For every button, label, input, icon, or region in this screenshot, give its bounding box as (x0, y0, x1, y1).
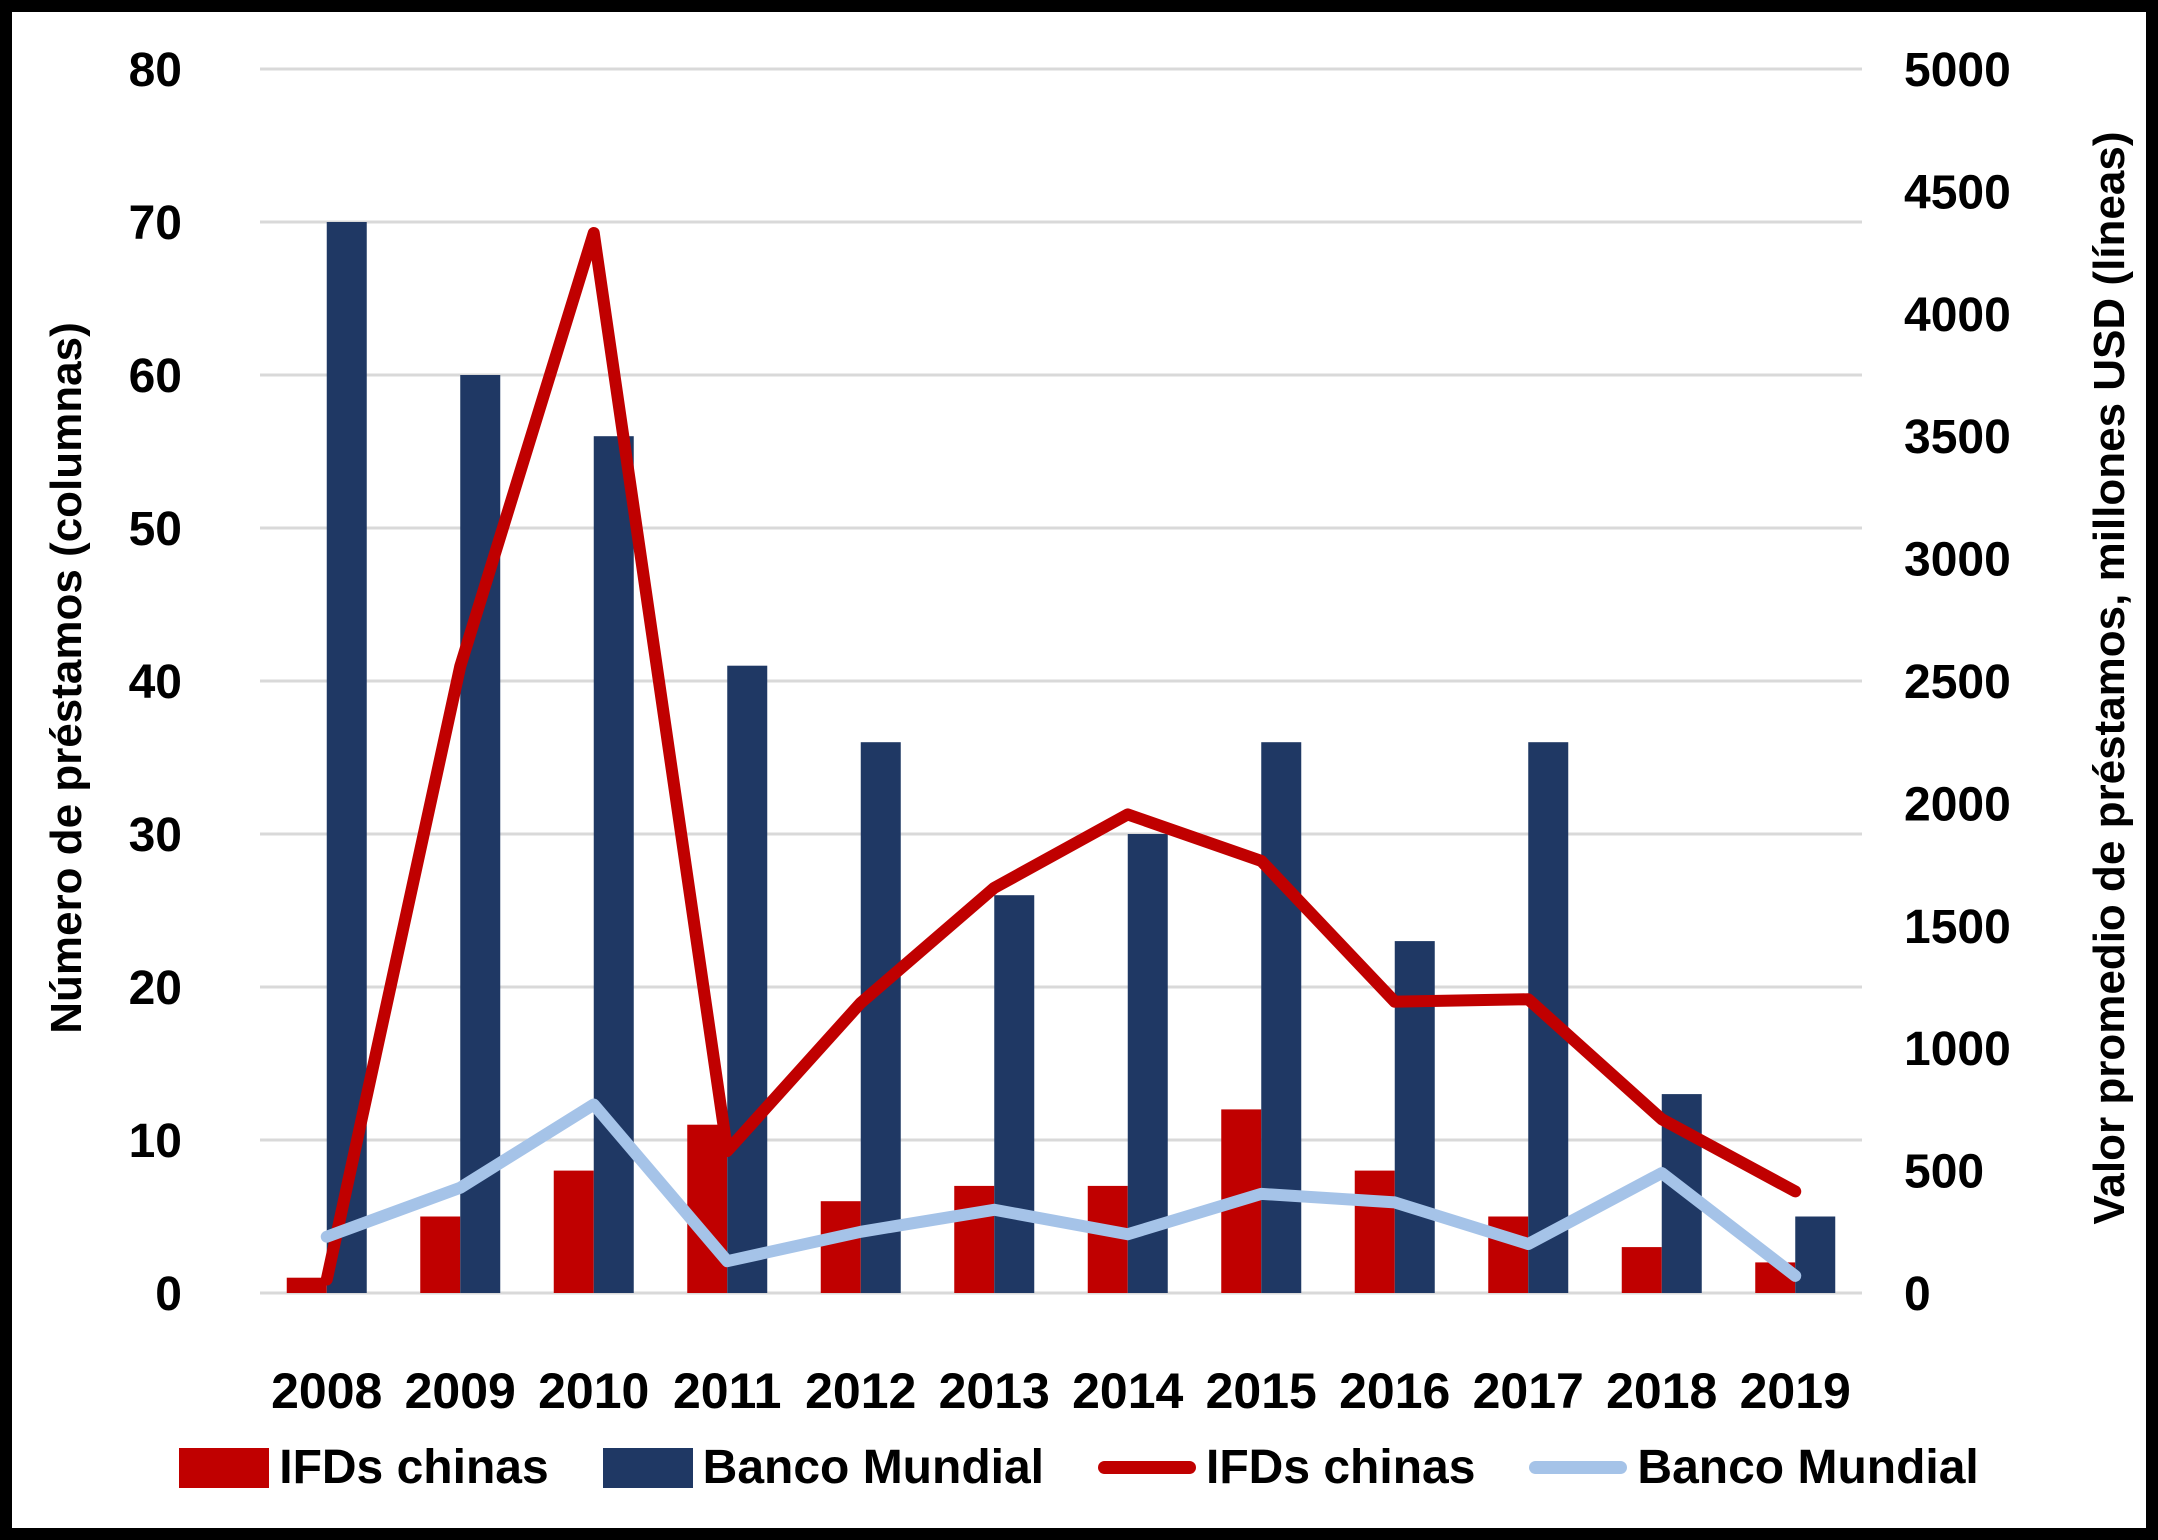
bar-ifds-chinas-2012 (820, 1201, 861, 1293)
line-banco-mundial (320, 1098, 1802, 1282)
legend-item-bar-banco-mundial: Banco Mundial (602, 1440, 1044, 1495)
combo-chart: 0 10 20 30 40 50 60 70 80 0 500 1000 1500 2000 2500 300… (129, 44, 2011, 1419)
bar-banco-mundial-2012 (860, 742, 901, 1293)
x-label-2019: 2019 (1740, 1363, 1851, 1419)
bar-banco-mundial-2019 (1795, 1216, 1836, 1293)
bar-ifds-chinas-2016 (1354, 1170, 1395, 1293)
bar-ifds-chinas-2018 (1621, 1247, 1662, 1293)
legend-swatch-line-banco-mundial (1529, 1461, 1628, 1474)
chart-legend: IFDs chinas Banco Mundial IFDs chinas Ba… (12, 1440, 2146, 1495)
x-label-2018: 2018 (1606, 1363, 1717, 1419)
x-label-2011: 2011 (673, 1363, 781, 1419)
left-tick-20: 20 (129, 962, 182, 1015)
x-label-2009: 2009 (405, 1363, 516, 1419)
x-label-2008: 2008 (271, 1363, 382, 1419)
left-tick-30: 30 (129, 809, 182, 862)
legend-item-bar-ifds-chinas: IFDs chinas (179, 1440, 549, 1495)
legend-label: Banco Mundial (702, 1441, 1044, 1494)
x-label-2016: 2016 (1339, 1363, 1450, 1419)
right-tick-3500: 3500 (1904, 411, 2011, 464)
left-tick-0: 0 (155, 1268, 182, 1321)
bar-banco-mundial-2014 (1127, 834, 1168, 1293)
right-tick-1000: 1000 (1904, 1023, 2011, 1076)
left-tick-80: 80 (129, 44, 182, 97)
legend-swatch-bar-ifds-chinas (179, 1447, 270, 1488)
legend-swatch-bar-banco-mundial (602, 1447, 693, 1488)
left-tick-60: 60 (129, 350, 182, 403)
legend-item-line-banco-mundial: Banco Mundial (1529, 1440, 1979, 1495)
legend-label: IFDs chinas (1206, 1441, 1476, 1494)
bar-banco-mundial-2011 (727, 665, 768, 1293)
legend-swatch-line-ifds-chinas (1098, 1461, 1196, 1474)
bar-ifds-chinas-2009 (420, 1216, 461, 1293)
left-tick-50: 50 (129, 503, 182, 556)
right-tick-2000: 2000 (1904, 778, 2011, 831)
legend-item-line-ifds-chinas: IFDs chinas (1098, 1440, 1475, 1495)
right-tick-4000: 4000 (1904, 289, 2011, 342)
right-tick-4500: 4500 (1904, 166, 2011, 219)
right-tick-2500: 2500 (1904, 656, 2011, 709)
bar-ifds-chinas-2008 (286, 1277, 327, 1293)
bar-ifds-chinas-2014 (1087, 1185, 1128, 1293)
x-label-2010: 2010 (538, 1363, 649, 1419)
right-tick-500: 500 (1904, 1146, 1984, 1199)
right-tick-1500: 1500 (1904, 901, 2011, 954)
bar-banco-mundial-2015 (1261, 742, 1302, 1293)
right-tick-5000: 5000 (1904, 44, 2011, 97)
legend-label: IFDs chinas (279, 1441, 549, 1494)
bar-ifds-chinas-2013 (954, 1185, 995, 1293)
bar-banco-mundial-2009 (460, 375, 501, 1293)
x-label-2014: 2014 (1072, 1363, 1183, 1419)
right-tick-3000: 3000 (1904, 534, 2011, 587)
x-label-2012: 2012 (805, 1363, 916, 1419)
left-tick-10: 10 (129, 1115, 182, 1168)
bar-ifds-chinas-2010 (553, 1170, 594, 1293)
x-label-2015: 2015 (1206, 1363, 1317, 1419)
bar-banco-mundial-2013 (994, 895, 1035, 1293)
bar-banco-mundial-2016 (1394, 941, 1435, 1293)
right-tick-0: 0 (1904, 1268, 1931, 1321)
left-tick-70: 70 (129, 197, 182, 250)
x-label-2013: 2013 (939, 1363, 1050, 1419)
left-tick-40: 40 (129, 656, 182, 709)
line-ifds-chinas (320, 227, 1802, 1286)
bar-ifds-chinas-2011 (687, 1124, 728, 1293)
bar-banco-mundial-2010 (593, 436, 634, 1293)
legend-label: Banco Mundial (1637, 1441, 1979, 1494)
x-label-2017: 2017 (1473, 1363, 1584, 1419)
